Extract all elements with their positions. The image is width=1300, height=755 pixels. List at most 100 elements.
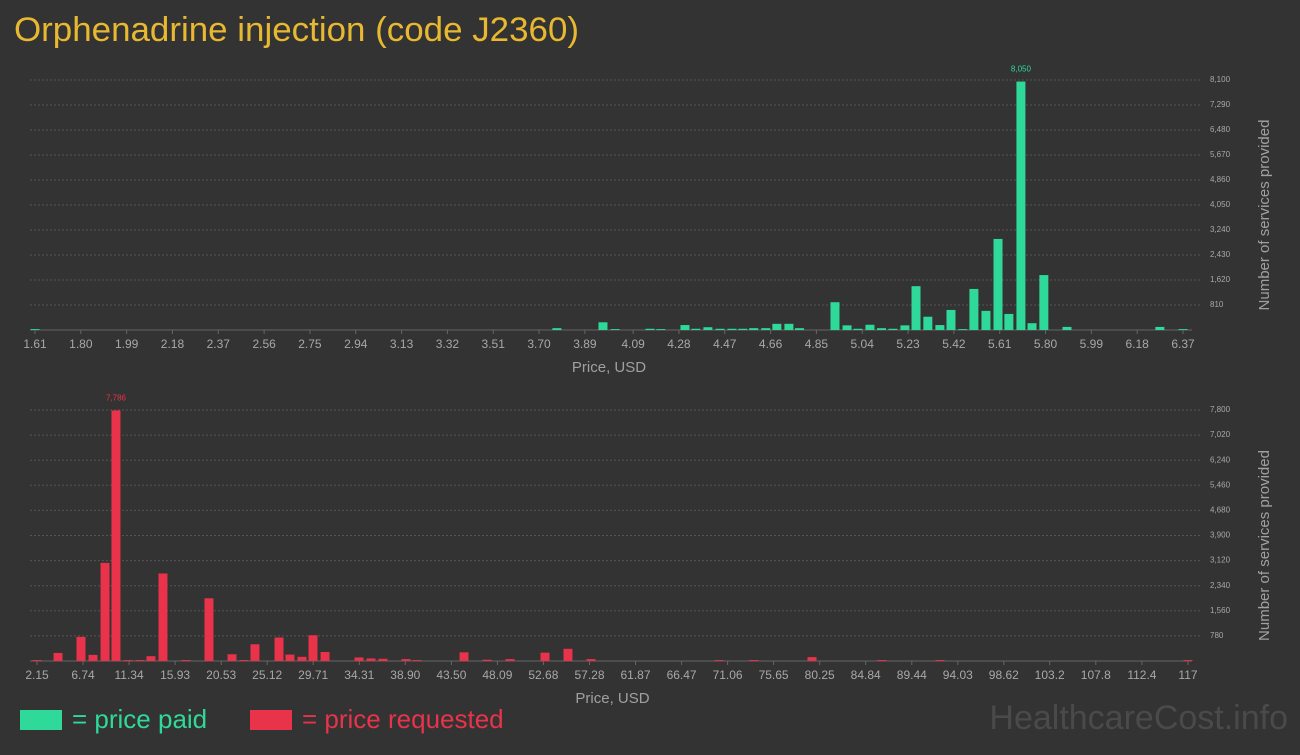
- x-tick-label: 4.85: [805, 337, 829, 351]
- x-tick-label: 2.37: [207, 337, 231, 351]
- x-tick-label: 4.28: [667, 337, 691, 351]
- bar: [250, 644, 260, 661]
- y-tick-label: 4,860: [1210, 175, 1231, 184]
- bar: [680, 325, 690, 330]
- x-tick-label: 1.80: [69, 337, 93, 351]
- bar: [981, 310, 991, 330]
- bar: [285, 654, 295, 661]
- bar: [877, 328, 887, 330]
- bar: [297, 656, 307, 661]
- bar: [1027, 323, 1037, 330]
- y-tick-label: 3,900: [1210, 531, 1231, 540]
- bar: [749, 328, 759, 330]
- bar: [830, 302, 840, 330]
- x-tick-label: 3.70: [527, 337, 551, 351]
- x-tick-label: 57.28: [574, 668, 604, 682]
- x-tick-label: 98.62: [989, 668, 1019, 682]
- bar: [784, 323, 794, 330]
- bar: [645, 328, 655, 330]
- y-tick-label: 3,240: [1210, 225, 1231, 234]
- bar: [911, 286, 921, 330]
- y-tick-label: 6,240: [1210, 455, 1231, 464]
- bar: [935, 325, 945, 330]
- x-axis-title: Price, USD: [572, 359, 646, 376]
- chart-title: Orphenadrine injection (code J2360): [14, 11, 579, 49]
- bar: [727, 328, 737, 330]
- bar: [76, 636, 86, 661]
- bar: [366, 658, 376, 661]
- y-axis-title: Number of services provided: [1256, 450, 1273, 641]
- y-tick-label: 7,800: [1210, 405, 1231, 414]
- bar: [30, 329, 40, 330]
- x-tick-label: 3.51: [482, 337, 506, 351]
- bar: [888, 328, 898, 330]
- bar: [53, 652, 63, 661]
- y-tick-label: 5,460: [1210, 480, 1231, 489]
- x-tick-label: 6.37: [1171, 337, 1195, 351]
- y-axis-title: Number of services provided: [1256, 120, 1273, 311]
- bar: [807, 657, 817, 661]
- bar: [482, 659, 492, 661]
- bar: [1016, 81, 1026, 330]
- x-tick-label: 4.66: [759, 337, 783, 351]
- watermark: HealthcareCost.info: [989, 699, 1288, 737]
- bar: [354, 657, 364, 661]
- x-tick-label: 5.23: [896, 337, 920, 351]
- bar: [563, 648, 573, 661]
- bar: [274, 637, 284, 661]
- bar: [552, 328, 562, 330]
- x-tick-label: 38.90: [390, 668, 420, 682]
- bar: [227, 654, 237, 661]
- x-tick-label: 52.68: [528, 668, 558, 682]
- x-tick-label: 5.04: [851, 337, 875, 351]
- x-tick-label: 3.32: [436, 337, 460, 351]
- x-tick-label: 2.56: [252, 337, 276, 351]
- x-tick-label: 75.65: [759, 668, 789, 682]
- x-tick-label: 71.06: [713, 668, 743, 682]
- value-label: 8,050: [1011, 65, 1032, 74]
- bar: [610, 329, 620, 330]
- bar: [308, 635, 318, 661]
- bar: [540, 652, 550, 661]
- bar: [146, 656, 156, 661]
- bar: [935, 660, 945, 661]
- y-tick-label: 810: [1210, 300, 1224, 309]
- x-tick-label: 43.50: [436, 668, 466, 682]
- bar: [853, 328, 863, 330]
- bar: [1039, 275, 1049, 330]
- bar: [877, 660, 887, 661]
- x-tick-label: 84.84: [851, 668, 881, 682]
- bar: [401, 659, 411, 661]
- x-tick-label: 1.99: [115, 337, 139, 351]
- bar: [598, 322, 608, 330]
- legend-label: = price requested: [302, 704, 504, 734]
- y-tick-label: 8,100: [1210, 75, 1231, 84]
- bar: [1062, 326, 1072, 330]
- x-tick-label: 5.99: [1080, 337, 1104, 351]
- x-tick-label: 6.18: [1125, 337, 1149, 351]
- bar: [586, 659, 596, 661]
- y-tick-label: 3,120: [1210, 556, 1231, 565]
- bar: [111, 410, 121, 661]
- bar: [88, 654, 98, 661]
- bar: [958, 329, 968, 330]
- y-tick-label: 7,290: [1210, 100, 1231, 109]
- x-tick-label: 48.09: [482, 668, 512, 682]
- bar: [135, 660, 145, 661]
- y-tick-label: 2,430: [1210, 250, 1231, 259]
- bar: [946, 309, 956, 330]
- bar: [715, 328, 725, 330]
- legend-swatch: [250, 710, 292, 730]
- x-tick-label: 107.8: [1081, 668, 1111, 682]
- y-tick-label: 7,020: [1210, 430, 1231, 439]
- bar: [1155, 326, 1165, 330]
- x-tick-label: 4.47: [713, 337, 737, 351]
- bar: [969, 288, 979, 330]
- bar: [378, 658, 388, 661]
- bar: [714, 660, 724, 661]
- x-tick-label: 80.25: [805, 668, 835, 682]
- bar: [239, 660, 249, 661]
- bar: [795, 328, 805, 330]
